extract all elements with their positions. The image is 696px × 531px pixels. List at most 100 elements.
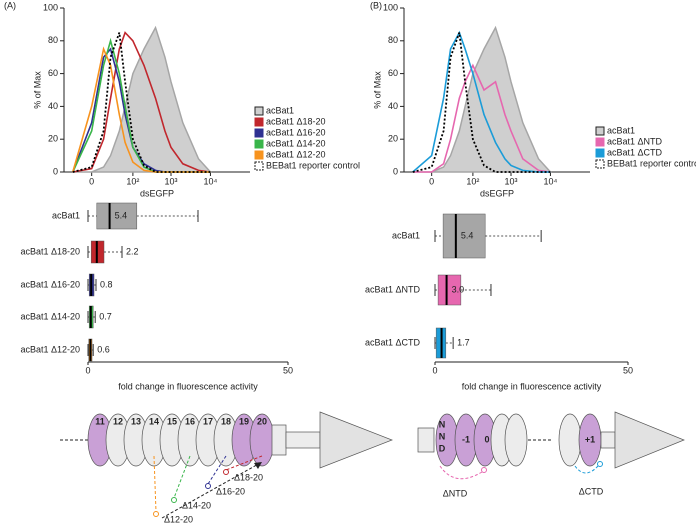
legend-swatch [595, 148, 605, 158]
legend-label: acBat1 Δ12-20 [266, 149, 326, 159]
area [412, 25, 553, 173]
cut-path [439, 465, 483, 480]
y-tick-label: 80 [388, 35, 398, 45]
y-tick-label: 60 [48, 68, 58, 78]
connector [271, 424, 287, 456]
x-tick-label: 0 [85, 365, 90, 375]
legend-label: acBat1 Δ18-20 [266, 116, 326, 126]
category-label: acBat1 Δ14-20 [20, 311, 80, 321]
repeat-label: 20 [257, 416, 267, 426]
y-tick-label: 80 [48, 35, 58, 45]
line [412, 30, 551, 173]
line [412, 63, 551, 173]
connector [600, 431, 616, 449]
x-tick-label: 10⁴ [543, 176, 557, 186]
x-tick-label: 10² [126, 176, 139, 186]
category-label: acBat1 Δ12-20 [20, 344, 80, 354]
cut-path [207, 455, 227, 485]
x-tick-label: 0 [89, 176, 94, 186]
y-axis-label: % of Max [32, 71, 42, 109]
deletion-label: Δ12-20 [164, 514, 193, 524]
cone [614, 411, 685, 469]
deletion-label: Δ18-20 [234, 472, 263, 482]
panel-label: (B) [370, 0, 382, 10]
y-tick-label: 0 [53, 166, 58, 176]
cut-path [574, 465, 599, 474]
line [72, 31, 211, 173]
repeat-label: 14 [149, 416, 159, 426]
y-tick-label: 20 [48, 134, 58, 144]
x-axis-label: fold change in fluorescence activity [462, 381, 602, 391]
legend-swatch [254, 150, 264, 160]
repeat-label: 12 [113, 416, 123, 426]
category-label: acBat1 Δ18-20 [20, 246, 80, 256]
line [412, 32, 551, 173]
value-label: 0.7 [99, 311, 112, 321]
x-tick-label: 10³ [504, 176, 517, 186]
category-label: acBat1 [52, 210, 80, 220]
x-axis-label: fold change in fluorescence activity [118, 381, 258, 391]
x-axis-label: dsEGFP [140, 188, 174, 198]
scissors [481, 467, 487, 473]
area [72, 25, 213, 173]
deletion-label: Δ16-20 [216, 486, 245, 496]
deletion-label: ΔNTD [443, 488, 468, 498]
scissors [153, 511, 159, 517]
category-label: acBat1 Δ16-20 [20, 279, 80, 289]
repeat-label: 19 [239, 416, 249, 426]
legend-label: acBat1 ΔCTD [607, 147, 663, 157]
scissors [223, 469, 229, 475]
cut-path [225, 455, 263, 471]
arrow [161, 461, 263, 519]
category-label: acBat1 ΔNTD [365, 284, 421, 294]
legend-swatch [595, 159, 605, 169]
legend-swatch [254, 161, 264, 171]
x-tick-label: 50 [283, 365, 293, 375]
deletion-label: Δ14-20 [182, 500, 211, 510]
legend-label: acBat1 Δ14-20 [266, 138, 326, 148]
repeat-label: 16 [185, 416, 195, 426]
value-label: 5.4 [115, 210, 128, 220]
y-tick-label: 60 [388, 68, 398, 78]
scissors [171, 497, 177, 503]
legend-swatch [254, 139, 264, 149]
repeat-label: 11 [95, 416, 105, 426]
x-tick-label: 0 [432, 365, 437, 375]
y-tick-label: 40 [48, 101, 58, 111]
y-tick-label: 40 [388, 101, 398, 111]
category-label: acBat1 ΔCTD [365, 337, 421, 347]
repeat-label: -1 [462, 434, 470, 444]
x-tick-label: 0 [429, 176, 434, 186]
panel-label: (A) [4, 0, 16, 10]
legend-label: acBat1 [607, 125, 635, 135]
value-label: 1.7 [457, 337, 470, 347]
repeat-label: 15 [167, 416, 177, 426]
value-label: 3.0 [452, 284, 465, 294]
nterm-label: N [439, 419, 446, 429]
y-tick-label: 0 [393, 166, 398, 176]
y-axis-label: % of Max [372, 71, 382, 109]
legend-label: acBat1 [266, 105, 294, 115]
legend-label: BEBat1 reporter control [607, 158, 696, 168]
repeat-label: 13 [131, 416, 141, 426]
connector [285, 431, 321, 449]
legend-swatch [595, 137, 605, 147]
nterm-label: N [439, 431, 446, 441]
x-tick-label: 10⁴ [203, 176, 217, 186]
value-label: 5.4 [461, 230, 474, 240]
category-label: acBat1 [392, 230, 420, 240]
repeat-label: 18 [221, 416, 231, 426]
box [96, 202, 138, 230]
value-label: 2.2 [126, 246, 139, 256]
legend-label: acBat1 Δ16-20 [266, 127, 326, 137]
y-tick-label: 100 [383, 2, 398, 12]
connector [417, 427, 435, 453]
cut-path [153, 455, 157, 513]
value-label: 0.8 [100, 279, 113, 289]
legend-swatch [254, 117, 264, 127]
y-tick-label: 20 [388, 134, 398, 144]
line [72, 32, 211, 173]
cone [319, 411, 393, 469]
box [437, 274, 462, 306]
